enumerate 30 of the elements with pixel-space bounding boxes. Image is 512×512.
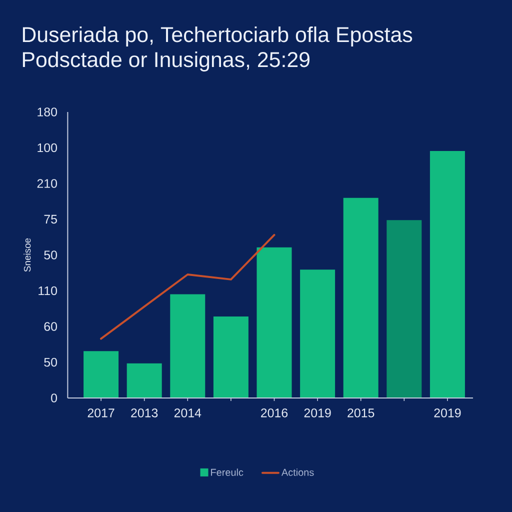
text: 180 bbox=[38, 108, 58, 116]
bar bbox=[300, 270, 336, 398]
text: 50 bbox=[44, 358, 58, 367]
chart-subtitle: Podsctade or Inusignas, 25:29 bbox=[22, 51, 310, 72]
text: 0 bbox=[51, 394, 58, 402]
bar bbox=[170, 294, 206, 398]
bar bbox=[343, 198, 378, 398]
text: 60 bbox=[44, 322, 58, 331]
bar bbox=[126, 363, 162, 398]
legend-label: Actions bbox=[281, 468, 314, 476]
bar bbox=[84, 351, 119, 398]
x-tick-label: 2016 bbox=[261, 408, 288, 418]
legend-label: Fereulc bbox=[211, 468, 244, 476]
bar bbox=[430, 151, 465, 398]
chart-title: Duseriada po, Techertociarb ofla Epostas bbox=[22, 26, 412, 46]
y-axis-title: Sneisoe bbox=[24, 238, 31, 272]
text: 110 bbox=[38, 286, 58, 296]
bar bbox=[256, 247, 292, 398]
x-tick-label: 2017 bbox=[88, 408, 114, 418]
x-tick-label: 2019 bbox=[434, 408, 461, 418]
bar bbox=[386, 220, 422, 398]
bar bbox=[213, 316, 248, 398]
x-tick-label: 2014 bbox=[174, 408, 202, 418]
text: 210 bbox=[37, 179, 58, 188]
x-tick-label: 2015 bbox=[348, 408, 374, 418]
x-tick-label: 2013 bbox=[131, 408, 158, 418]
text: 75 bbox=[44, 214, 57, 224]
text: 100 bbox=[38, 143, 58, 152]
text: 50 bbox=[44, 250, 58, 260]
x-tick-label: 2019 bbox=[304, 408, 331, 418]
